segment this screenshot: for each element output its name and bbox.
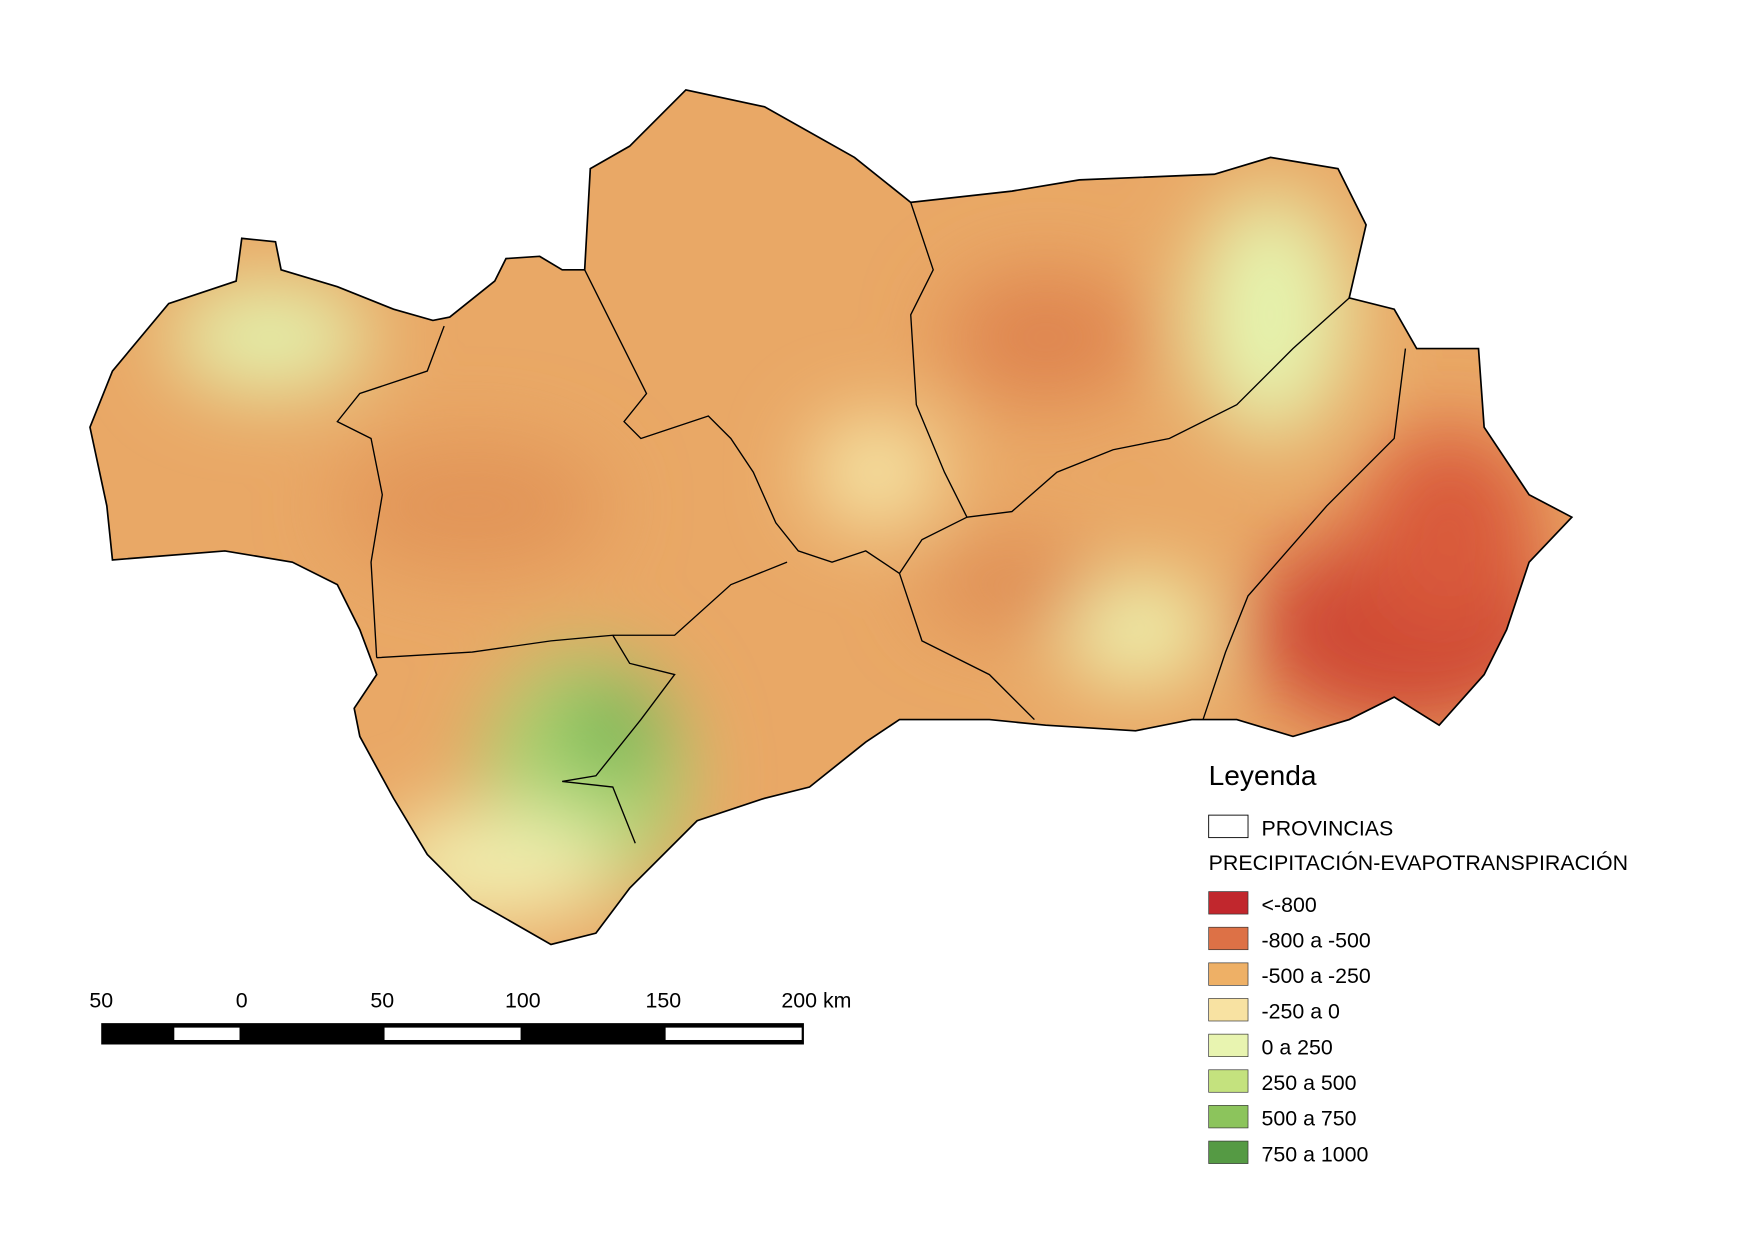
scale-label: 150 xyxy=(646,988,682,1012)
scale-bar-segment xyxy=(665,1027,802,1040)
scale-label: 0 xyxy=(236,988,248,1012)
scale-label: 200 km xyxy=(781,988,851,1012)
scale-bar-segment xyxy=(174,1027,240,1040)
scale-label: 100 xyxy=(505,988,541,1012)
legend-label: 750 a 1000 xyxy=(1262,1142,1369,1166)
legend-label: <-800 xyxy=(1262,893,1317,917)
legend-label: -500 a -250 xyxy=(1262,964,1371,988)
legend-swatch xyxy=(1208,962,1249,986)
legend-label: 250 a 500 xyxy=(1262,1071,1357,1095)
legend-label: -800 a -500 xyxy=(1262,928,1371,952)
province-borders xyxy=(336,202,1407,844)
legend-label: 0 a 250 xyxy=(1262,1035,1333,1059)
legend-label: -250 a 0 xyxy=(1262,1000,1340,1024)
legend-swatch xyxy=(1208,998,1249,1022)
scale-label: 50 xyxy=(370,988,394,1012)
legend-label: 500 a 750 xyxy=(1262,1107,1357,1131)
legend-raster: PRECIPITACIÓN-EVAPOTRANSPIRACIÓN xyxy=(1209,850,1628,875)
scale-bar: 50 0 50 100 150 200 km xyxy=(89,988,851,1045)
legend-swatch xyxy=(1208,1140,1249,1164)
legend-swatch xyxy=(1208,891,1249,915)
scale-bar-segment xyxy=(384,1027,521,1040)
scale-label: 50 xyxy=(89,988,113,1012)
legend-swatch xyxy=(1208,1069,1249,1093)
legend-swatch xyxy=(1208,926,1249,951)
legend-items: <-800 -800 a -500 -500 a -250 -250 a 0 0 a 2… xyxy=(1208,891,1371,1166)
legend-layer: PROVINCIAS xyxy=(1262,816,1394,840)
legend-swatch xyxy=(1208,1033,1249,1057)
legend-swatch xyxy=(1208,1105,1249,1129)
legend-title: Leyenda xyxy=(1209,760,1317,791)
legend-swatch xyxy=(1208,814,1249,839)
